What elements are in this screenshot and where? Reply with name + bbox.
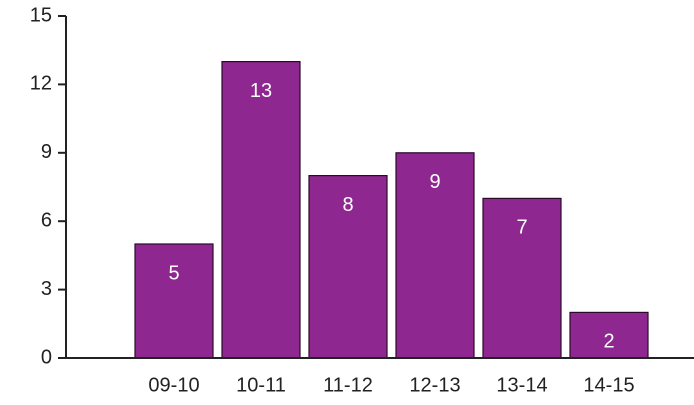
x-tick-label: 12-13 (409, 374, 460, 396)
x-tick-label: 14-15 (583, 374, 634, 396)
y-tick-label: 12 (30, 73, 52, 95)
x-tick-label: 13-14 (496, 374, 547, 396)
value-label: 5 (168, 262, 179, 284)
bar (569, 311, 649, 359)
bar (221, 60, 301, 359)
y-tick-label: 9 (41, 141, 52, 163)
value-label: 8 (342, 194, 353, 216)
bar (482, 197, 562, 359)
y-tick-label: 15 (30, 4, 52, 26)
bar (395, 152, 475, 359)
x-tick-label: 09-10 (148, 374, 199, 396)
y-tick-label: 6 (41, 209, 52, 231)
value-label: 13 (250, 80, 272, 102)
value-label: 7 (516, 217, 527, 239)
value-label: 2 (603, 331, 614, 353)
x-tick-label: 11-12 (323, 374, 373, 396)
value-label: 9 (429, 171, 440, 193)
bar (134, 243, 214, 359)
x-tick-label: 10-11 (236, 374, 286, 396)
y-tick-label: 3 (41, 278, 52, 300)
y-tick-label: 0 (41, 346, 52, 368)
